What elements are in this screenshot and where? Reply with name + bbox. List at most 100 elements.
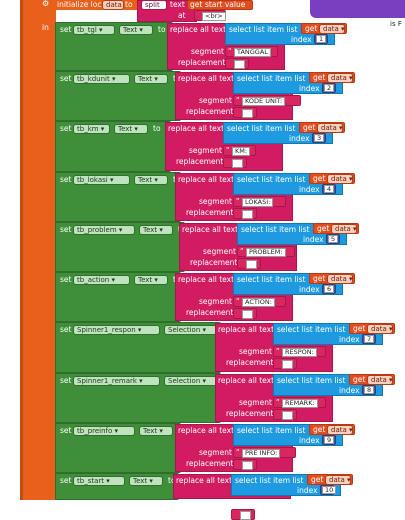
get-var-dropdown[interactable]: data ▾ [331,224,357,234]
property-dropdown[interactable]: Text ▾ [119,25,153,35]
set-to-label: to [158,25,166,34]
segment-string-value[interactable]: LOKASI: [242,198,274,207]
get-var-dropdown[interactable]: data ▾ [327,425,353,435]
segment-string-value[interactable]: PRE INFO: [242,449,281,458]
init-var-name-field[interactable]: data [102,0,124,10]
component-dropdown[interactable]: tb_action ▾ [73,275,130,285]
replacement-string-block[interactable] [233,107,257,118]
property-dropdown[interactable]: Text ▾ [139,426,173,436]
index-label: index [303,235,324,244]
replacement-string-block[interactable] [233,208,257,219]
get-label: get [353,324,366,333]
index-number-value[interactable]: 8 [364,386,375,394]
replacement-string-value[interactable] [282,360,293,369]
segment-string-value[interactable]: ACTION: [242,298,275,307]
replacement-string-block[interactable] [273,409,297,420]
index-number-value[interactable]: 6 [324,285,335,293]
segment-string-block[interactable]: “ACTION: [233,296,286,307]
property-dropdown[interactable]: Text ▾ [134,275,168,285]
component-dropdown[interactable]: Spinner1_remark ▾ [73,376,160,386]
segment-string-block[interactable]: “KODE UNIT: [233,95,301,106]
index-number-value[interactable]: 9 [324,436,335,444]
replacement-string-value[interactable] [246,260,257,269]
segment-string-value[interactable]: KM: [232,147,251,156]
get-var-dropdown[interactable]: data ▾ [327,174,353,184]
replace-all-text-label: replace all text [178,275,235,284]
replacement-label: replacement [186,208,234,217]
replacement-string-value[interactable] [242,310,253,319]
segment-string-block[interactable]: “REMARK: [273,397,326,408]
property-dropdown[interactable]: Text ▾ [134,74,168,84]
component-dropdown[interactable]: tb_kdunit ▾ [73,74,130,84]
get-label: get [305,24,318,33]
component-dropdown[interactable]: tb_start ▾ [73,476,125,486]
replacement-string-block[interactable] [237,258,261,269]
replacement-string-block[interactable] [231,509,255,520]
segment-string-block[interactable]: “KM: [223,145,256,156]
index-label: index [299,436,320,445]
property-dropdown[interactable]: Text ▾ [114,124,148,134]
segment-string-value[interactable]: PROBLEM: [246,248,286,257]
replace-all-text-label: replace all text [176,476,233,485]
get-var-dropdown[interactable]: data ▾ [327,73,353,83]
segment-string-block[interactable]: “RESPON: [273,346,326,357]
component-dropdown[interactable]: tb_preinfo ▾ [73,426,135,436]
split-text-label: text [170,0,185,9]
replacement-string-value[interactable] [234,60,245,69]
property-dropdown[interactable]: Text ▾ [129,476,163,486]
split-dropdown[interactable]: split [141,0,167,10]
segment-string-block[interactable]: “PRE INFO: [233,447,296,458]
component-dropdown[interactable]: tb_km ▾ [73,124,110,134]
replacement-string-block[interactable] [233,459,257,470]
set-label: set [60,74,72,83]
index-number-value[interactable]: 7 [364,335,375,343]
get-label: get [303,123,316,132]
get-start-value-block[interactable] [187,0,253,10]
replacement-string-value[interactable] [242,109,253,118]
gear-icon[interactable]: ⚙ [42,0,50,8]
get-var-dropdown[interactable]: data ▾ [367,375,393,385]
set-label: set [60,275,72,284]
index-number-value[interactable]: 4 [324,185,335,193]
segment-string-value[interactable]: TANGGAL [234,48,271,57]
at-string-block[interactable]: <br> [194,10,226,21]
segment-string-value[interactable]: REMARK: [282,399,318,408]
index-label: index [299,185,320,194]
component-dropdown[interactable]: tb_tgl ▾ [73,25,115,35]
replacement-string-value[interactable] [242,461,253,470]
replacement-string-value[interactable] [282,411,293,420]
component-dropdown[interactable]: tb_lokasi ▾ [73,175,130,185]
segment-string-value[interactable]: RESPON: [282,348,317,357]
segment-string-block[interactable]: “LOKASI: [233,196,286,207]
get-var-dropdown[interactable]: data ▾ [319,24,345,34]
get-var-dropdown[interactable]: data ▾ [317,123,343,133]
get-var-dropdown[interactable]: data ▾ [325,475,351,485]
initialize-local-block[interactable] [38,0,138,10]
index-number-value[interactable]: 3 [314,134,325,142]
segment-string-value[interactable]: KODE UNIT: [242,97,286,106]
select-list-item-label: select list item list [241,225,310,234]
replacement-string-block[interactable] [223,157,247,168]
replacement-string-block[interactable] [233,308,257,319]
index-label: index [299,84,320,93]
replacement-string-value[interactable] [240,511,251,520]
replacement-string-value[interactable] [232,159,243,168]
replacement-string-block[interactable] [225,58,249,69]
index-number-value[interactable]: 1 [316,35,327,43]
replacement-string-block[interactable] [273,358,297,369]
at-string-value[interactable]: <br> [202,12,226,21]
get-var-dropdown[interactable]: data ▾ [367,324,393,334]
replacement-string-value[interactable] [242,210,253,219]
property-dropdown[interactable]: Text ▾ [134,175,168,185]
index-number-value[interactable]: 10 [322,486,337,494]
index-number-value[interactable]: 5 [328,235,339,243]
quote-open: “ [276,347,280,355]
property-dropdown[interactable]: Text ▾ [139,225,173,235]
get-var-dropdown[interactable]: data ▾ [327,274,353,284]
top-right-purple-block[interactable] [310,0,405,18]
segment-string-block[interactable]: “TANGGAL [225,46,278,57]
component-dropdown[interactable]: tb_problem ▾ [73,225,135,235]
index-number-value[interactable]: 2 [324,84,335,92]
component-dropdown[interactable]: Spinner1_respon ▾ [73,325,160,335]
segment-string-block[interactable]: “PROBLEM: [237,246,295,257]
